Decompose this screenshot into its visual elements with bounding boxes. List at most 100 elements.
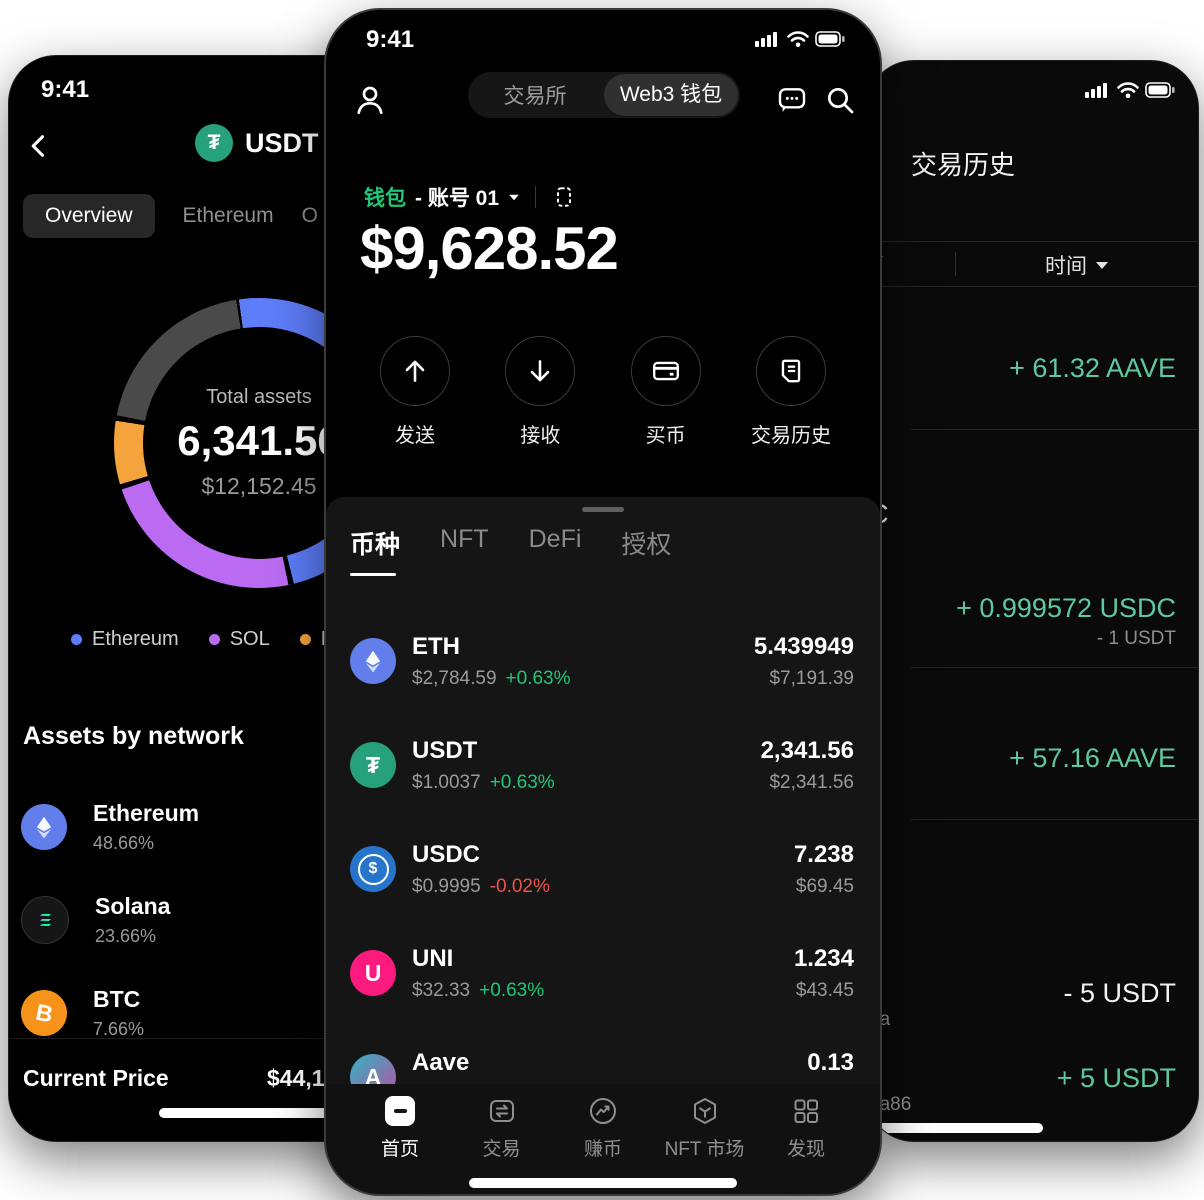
assets-by-network-title: Assets by network xyxy=(23,722,244,750)
status-icons xyxy=(1085,81,1176,99)
uni-icon: U xyxy=(350,950,396,996)
tab-partial[interactable]: O xyxy=(301,204,318,227)
transaction-history-button[interactable]: 交易历史 xyxy=(732,336,850,448)
tab-tokens[interactable]: 币种 xyxy=(350,525,400,576)
tab-overview[interactable]: Overview xyxy=(23,194,155,238)
total-balance: $9,628.52 xyxy=(360,215,619,282)
assets-sheet: 币种 NFT DeFi 授权 ETH $2,784.59 +0.63% 5.439… xyxy=(326,497,880,1194)
total-assets-fiat: $12,152.45 xyxy=(201,473,317,499)
token-fiat: $43.45 xyxy=(795,979,854,1001)
profile-button[interactable] xyxy=(352,82,388,118)
nav-trade[interactable]: 交易 xyxy=(456,1084,548,1194)
segment-web3-wallet[interactable]: Web3 钱包 xyxy=(604,74,738,116)
wallet-label: 钱包 xyxy=(364,187,406,210)
status-time: 9:41 xyxy=(366,26,415,53)
send-button[interactable]: 发送 xyxy=(356,336,474,448)
eth-icon xyxy=(350,638,396,684)
discover-icon xyxy=(794,1099,818,1123)
transaction-amount: + 0.999572 USDC xyxy=(956,593,1176,623)
donut-legend: Ethereum SOL BTC xyxy=(71,628,361,651)
trade-icon xyxy=(489,1100,514,1122)
receive-button[interactable]: 接收 xyxy=(481,336,599,448)
network-row-ethereum[interactable]: Ethereum 48.66% xyxy=(21,782,391,872)
token-price: $1.0037 xyxy=(412,771,481,793)
network-row-solana[interactable]: Solana 23.66% xyxy=(21,875,391,965)
total-assets-label: Total assets xyxy=(206,386,312,408)
tab-nft[interactable]: NFT xyxy=(440,525,489,553)
btc-icon: B xyxy=(21,990,67,1036)
tab-approvals[interactable]: 授权 xyxy=(621,531,672,559)
sheet-tabs: 币种 NFT DeFi 授权 xyxy=(350,525,671,576)
tether-icon: ₮ xyxy=(195,124,233,162)
row-divider xyxy=(911,819,1198,820)
search-icon xyxy=(828,88,854,114)
nav-home[interactable]: 首页 xyxy=(354,1084,446,1194)
status-time: 9:41 xyxy=(41,76,90,103)
token-amount: 1.234 xyxy=(793,944,854,972)
nav-nft-market[interactable]: NFT 市场 xyxy=(659,1084,751,1194)
transaction-amount: + 61.32 AAVE xyxy=(1009,353,1176,383)
coin-header: ₮ USDT xyxy=(195,124,319,162)
row-divider xyxy=(911,429,1198,430)
wifi-icon xyxy=(787,30,809,47)
battery-icon xyxy=(815,31,845,47)
network-row-btc[interactable]: B BTC 7.66% xyxy=(21,968,391,1058)
scan-icon[interactable] xyxy=(551,184,577,210)
caret-down-icon xyxy=(509,194,519,200)
token-row-uni[interactable]: U UNI $32.33 +0.63% 1.234 $43.45 xyxy=(326,921,880,1025)
status-icons xyxy=(755,30,846,48)
legend-dot-ethereum xyxy=(71,634,82,645)
home-indicator xyxy=(875,1123,1043,1133)
token-amount: 0.13 xyxy=(807,1048,854,1076)
token-price: $32.33 xyxy=(412,979,471,1001)
token-amount: 7.238 xyxy=(793,840,854,868)
transaction-amount: + 5 USDT xyxy=(1056,1063,1176,1093)
profile-icon xyxy=(357,86,383,115)
buy-crypto-button[interactable]: 买币 xyxy=(607,336,725,448)
coin-symbol: USDT xyxy=(245,127,319,158)
filter-bar: 时间 xyxy=(867,241,1198,287)
token-change: +0.63% xyxy=(479,979,545,1001)
token-amount: 5.439949 xyxy=(753,632,854,660)
home-indicator xyxy=(159,1108,409,1118)
send-arrow-icon xyxy=(405,360,425,382)
chat-button[interactable] xyxy=(776,84,808,116)
token-row-usdt[interactable]: ₮ USDT $1.0037 +0.63% 2,341.56 $2,341.56 xyxy=(326,713,880,817)
filter-divider xyxy=(955,252,956,276)
signal-bars-icon xyxy=(755,32,777,47)
transaction-amount: + 57.16 AAVE xyxy=(1009,743,1176,773)
token-price: $0.9995 xyxy=(412,875,481,897)
bottom-nav: 首页 交易 赚币 NFT 市场 发现 xyxy=(326,1084,880,1194)
time-filter[interactable]: 时间 xyxy=(1045,250,1108,280)
home-icon xyxy=(385,1096,415,1126)
receive-arrow-icon xyxy=(531,360,550,382)
wallet-account-selector[interactable]: 钱包 - 账号 01 xyxy=(364,182,577,212)
signal-bars-icon xyxy=(1085,83,1107,98)
nft-icon xyxy=(693,1098,716,1124)
nav-discover[interactable]: 发现 xyxy=(760,1084,852,1194)
token-row-eth[interactable]: ETH $2,784.59 +0.63% 5.439949 $7,191.39 xyxy=(326,609,880,713)
back-button[interactable] xyxy=(25,132,53,160)
sheet-drag-handle[interactable] xyxy=(582,507,624,512)
current-price-label: Current Price xyxy=(23,1065,169,1091)
search-button[interactable] xyxy=(824,84,856,116)
action-buttons: 发送 接收 买币 交易历史 xyxy=(356,336,850,448)
time-filter-label: 时间 xyxy=(1045,255,1087,278)
tab-ethereum[interactable]: Ethereum xyxy=(182,204,274,227)
nav-earn[interactable]: 赚币 xyxy=(557,1084,649,1194)
divider xyxy=(535,186,537,208)
token-fiat: $2,341.56 xyxy=(769,771,854,793)
token-row-usdc[interactable]: $ USDC $0.9995 -0.02% 7.238 $69.45 xyxy=(326,817,880,921)
page-title: 交易历史 xyxy=(911,150,1016,180)
battery-icon xyxy=(1145,82,1175,98)
segment-exchange[interactable]: 交易所 xyxy=(503,85,567,108)
segmented-control: 交易所 Web3 钱包 xyxy=(468,72,740,118)
token-change: +0.63% xyxy=(489,771,555,793)
legend-dot-sol xyxy=(208,634,220,645)
ethereum-network-icon xyxy=(21,804,67,850)
token-amount: 2,341.56 xyxy=(760,736,854,764)
tab-defi[interactable]: DeFi xyxy=(528,525,582,553)
total-assets-value: 6,341.56 xyxy=(177,417,341,464)
account-label: - 账号 01 xyxy=(415,187,500,210)
token-change: +0.63% xyxy=(505,667,571,689)
